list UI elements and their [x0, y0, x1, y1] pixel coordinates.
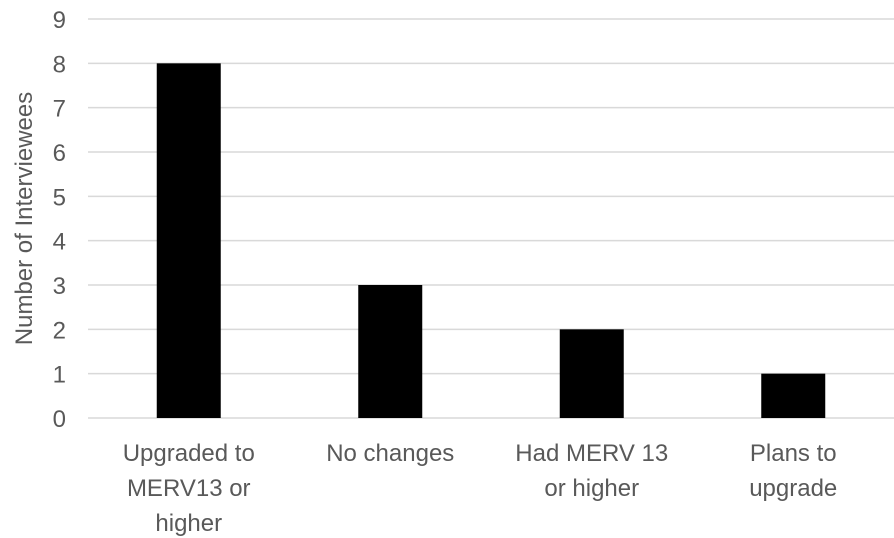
- y-tick-label: 4: [53, 229, 66, 256]
- bar: [761, 373, 826, 418]
- x-category-label: No changes: [326, 440, 454, 467]
- y-tick-label: 3: [53, 273, 66, 300]
- x-category-label: Plans to upgrade: [749, 440, 837, 502]
- y-tick-label: 2: [53, 317, 66, 344]
- y-tick-label: 1: [53, 362, 66, 389]
- y-tick-label: 5: [53, 184, 66, 211]
- y-tick-label: 0: [53, 406, 66, 433]
- x-category-label: Upgraded to MERV13 or higher: [123, 440, 255, 537]
- bars: [156, 63, 826, 418]
- y-axis-label: Number of Interviewees: [11, 92, 38, 345]
- y-axis-tick-labels: 0 1 2 3 4 5 6 7 8 9: [53, 7, 66, 433]
- bar: [156, 63, 221, 418]
- x-axis-category-labels: Upgraded to MERV13 or higher No changes Had …: [123, 440, 838, 537]
- y-tick-label: 9: [53, 7, 66, 34]
- bar: [559, 329, 624, 418]
- y-tick-label: 8: [53, 51, 66, 78]
- x-category-label: Had MERV 13 or higher: [515, 440, 668, 502]
- y-tick-label: 7: [53, 96, 66, 123]
- gridlines: [88, 18, 894, 419]
- bar: [358, 285, 423, 418]
- y-tick-label: 6: [53, 140, 66, 167]
